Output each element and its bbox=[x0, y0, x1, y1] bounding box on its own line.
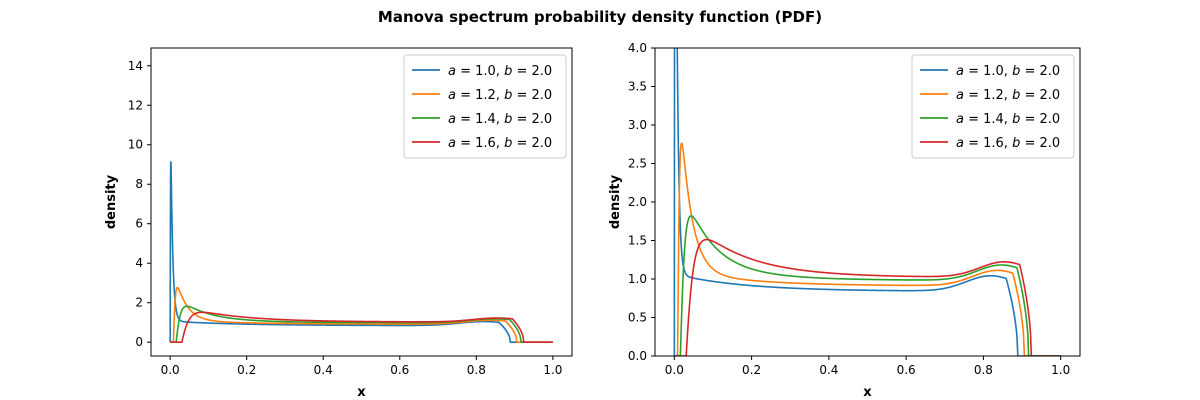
legend-label: a = 1.4, b = 2.0 bbox=[956, 112, 1060, 127]
legend-item-4: a = 1.6, b = 2.0 bbox=[412, 136, 552, 151]
y-tick-label: 4.0 bbox=[628, 41, 647, 55]
x-tick-label: 0.8 bbox=[467, 363, 486, 377]
series-line-4 bbox=[674, 238, 1061, 356]
legend-label: a = 1.2, b = 2.0 bbox=[448, 88, 552, 103]
x-tick-label: 1.0 bbox=[1051, 363, 1070, 377]
x-tick-label: 0.0 bbox=[161, 363, 180, 377]
y-axis-label: density bbox=[608, 174, 623, 229]
y-tick-label: 2 bbox=[135, 296, 143, 310]
chart-panel-1: 0.0 0.2 0.4 0.6 0.8 1.0 0 2 4 6 8 10 12 14 x density a =… bbox=[104, 47, 573, 400]
y-tick-label: 12 bbox=[128, 98, 143, 112]
x-tick-label: 0.4 bbox=[314, 363, 333, 377]
chart-panel-2: 0.0 0.2 0.4 0.6 0.8 1.0 0.0 0.5 1.0 1.5 2.0 2.5 3.0 3… bbox=[608, 41, 1081, 400]
x-tick-label: 0.6 bbox=[390, 363, 409, 377]
legend-box bbox=[403, 54, 567, 159]
legend-item-3: a = 1.4, b = 2.0 bbox=[920, 112, 1060, 127]
series-group bbox=[169, 161, 553, 343]
legend-item-4: a = 1.6, b = 2.0 bbox=[920, 136, 1060, 151]
y-tick-label: 0.5 bbox=[628, 311, 647, 325]
series-line-2 bbox=[170, 286, 553, 343]
x-tick-label: 0.8 bbox=[974, 363, 993, 377]
legend-label: a = 1.2, b = 2.0 bbox=[956, 88, 1060, 103]
x-tick-label: 0.2 bbox=[742, 363, 761, 377]
legend-label: a = 1.6, b = 2.0 bbox=[448, 136, 552, 151]
x-tick-label: 0.4 bbox=[819, 363, 838, 377]
legend-label: a = 1.0, b = 2.0 bbox=[956, 64, 1060, 79]
x-tick-label: 1.0 bbox=[543, 363, 562, 377]
x-tick-label: 0.0 bbox=[665, 363, 684, 377]
y-axis-label: density bbox=[104, 174, 119, 229]
y-tick-label: 1.0 bbox=[628, 272, 647, 286]
series-group bbox=[673, 48, 1061, 356]
legend-label: a = 1.6, b = 2.0 bbox=[956, 136, 1060, 151]
y-tick-label: 1.5 bbox=[628, 234, 647, 248]
x-axis-label: x bbox=[863, 385, 872, 400]
legend-item-2: a = 1.2, b = 2.0 bbox=[412, 88, 552, 103]
series-line-3 bbox=[674, 215, 1061, 356]
series-line-1 bbox=[673, 48, 1061, 356]
x-axis-label: x bbox=[357, 385, 366, 400]
y-tick-label: 2.5 bbox=[628, 157, 647, 171]
figure-title: Manova spectrum probability density func… bbox=[378, 8, 822, 26]
y-tick-label: 2.0 bbox=[628, 195, 647, 209]
series-line-1 bbox=[169, 161, 553, 343]
series-line-3 bbox=[170, 305, 553, 343]
legend-item-1: a = 1.0, b = 2.0 bbox=[920, 64, 1060, 79]
y-tick-label: 10 bbox=[128, 138, 143, 152]
x-tick-label: 0.6 bbox=[897, 363, 916, 377]
y-tick-label: 6 bbox=[135, 217, 143, 231]
y-tick-label: 14 bbox=[128, 59, 143, 73]
y-tick-label: 3.0 bbox=[628, 118, 647, 132]
legend-item-1: a = 1.0, b = 2.0 bbox=[412, 64, 552, 79]
legend-label: a = 1.4, b = 2.0 bbox=[448, 112, 552, 127]
y-tick-label: 4 bbox=[135, 256, 143, 270]
legend-item-2: a = 1.2, b = 2.0 bbox=[920, 88, 1060, 103]
plot-frame bbox=[150, 47, 573, 357]
y-tick-label: 8 bbox=[135, 177, 143, 191]
y-tick-label: 0.0 bbox=[628, 349, 647, 363]
legend: a = 1.0, b = 2.0 a = 1.2, b = 2.0 a = 1.4,… bbox=[911, 54, 1075, 159]
legend: a = 1.0, b = 2.0 a = 1.2, b = 2.0 a = 1.4,… bbox=[403, 54, 567, 159]
legend-item-3: a = 1.4, b = 2.0 bbox=[412, 112, 552, 127]
series-line-2 bbox=[674, 142, 1061, 356]
x-tick-label: 0.2 bbox=[237, 363, 256, 377]
legend-box bbox=[911, 54, 1075, 159]
legend-label: a = 1.0, b = 2.0 bbox=[448, 64, 552, 79]
y-tick-label: 0 bbox=[135, 335, 143, 349]
y-tick-label: 3.5 bbox=[628, 80, 647, 94]
series-line-4 bbox=[170, 311, 553, 343]
